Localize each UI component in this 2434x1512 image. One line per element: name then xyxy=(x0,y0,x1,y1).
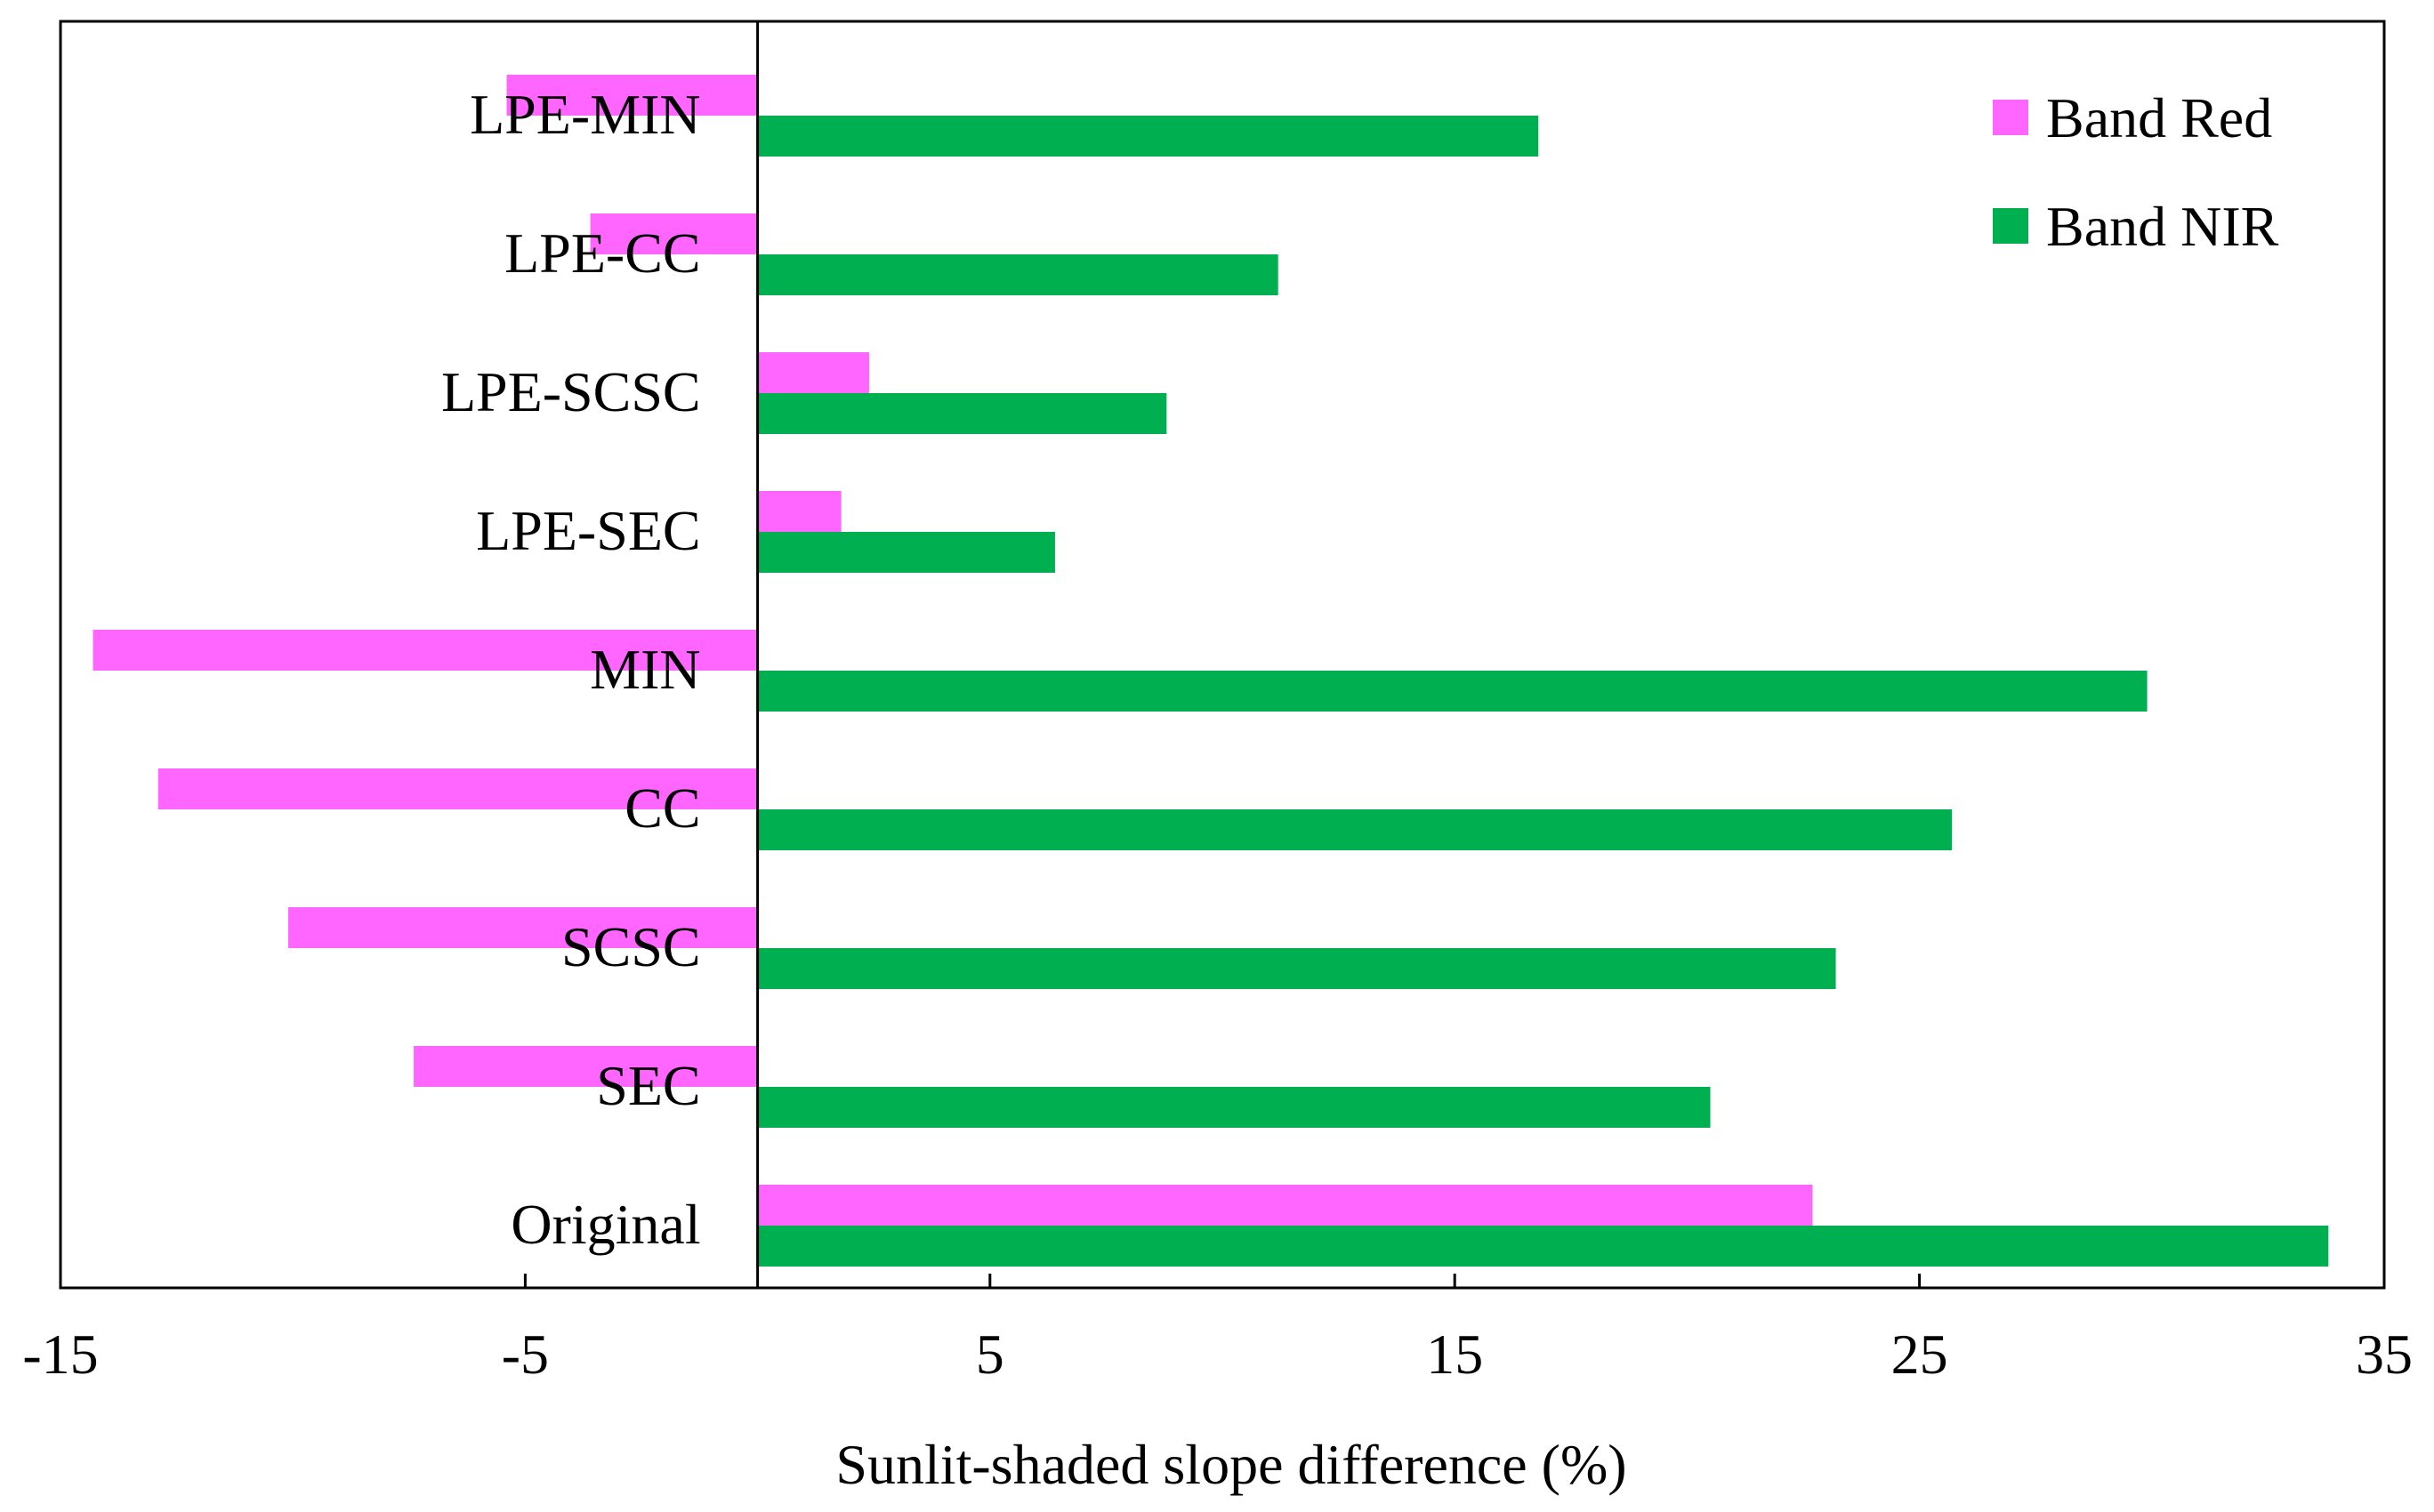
bar-red-cc xyxy=(157,768,758,809)
category-label: Original xyxy=(511,1193,700,1256)
bar-red-original xyxy=(757,1185,1813,1226)
bar-red-min xyxy=(93,630,758,671)
bar-nir-sec xyxy=(757,1087,1711,1128)
bar-red-lpe-cc xyxy=(590,213,758,254)
bar-nir-lpe-scsc xyxy=(757,393,1167,434)
bar-red-lpe-scsc xyxy=(757,352,869,393)
x-axis-ticks: -15 -5 5 15 25 35 xyxy=(22,1274,2413,1386)
bar-nir-cc xyxy=(757,809,1953,850)
legend-swatch-nir xyxy=(1993,208,2028,244)
category-labels: LPE-MIN LPE-CC LPE-SCSC LPE-SEC MIN CC SCSC SEC… xyxy=(441,83,701,1256)
bar-red-scsc xyxy=(287,907,758,948)
bar-nir-lpe-sec xyxy=(757,532,1055,573)
legend-swatch-red xyxy=(1993,100,2028,135)
bar-red-lpe-sec xyxy=(757,491,842,532)
plot-frame xyxy=(59,20,2386,1290)
category-label: SCSC xyxy=(561,915,701,978)
category-label: LPE-MIN xyxy=(470,83,701,146)
x-axis-title: Sunlit-shaded slope difference (%) xyxy=(835,1433,1626,1496)
bar-red-lpe-min xyxy=(506,75,758,116)
legend: Band Red Band NIR xyxy=(1993,86,2279,258)
category-label: CC xyxy=(625,776,700,840)
bar-nir-min xyxy=(757,671,2148,712)
bar-nir-lpe-cc xyxy=(757,254,1278,295)
x-tick-label: -5 xyxy=(502,1323,549,1386)
x-tick-label: 15 xyxy=(1426,1323,1483,1386)
x-tick-label: 25 xyxy=(1891,1323,1948,1386)
legend-label-nir: Band NIR xyxy=(2046,195,2279,258)
bar-nir-lpe-min xyxy=(757,116,1539,157)
category-label: LPE-CC xyxy=(504,221,700,285)
category-label: LPE-SCSC xyxy=(441,360,701,423)
category-label: MIN xyxy=(590,638,700,701)
bars-layer xyxy=(93,75,2329,1267)
bar-nir-scsc xyxy=(757,948,1836,989)
x-tick-label: 35 xyxy=(2356,1323,2413,1386)
x-tick-label: -15 xyxy=(22,1323,98,1386)
bar-nir-original xyxy=(757,1226,2329,1267)
x-tick-label: 5 xyxy=(976,1323,1004,1386)
legend-label-red: Band Red xyxy=(2046,86,2272,149)
bar-red-sec xyxy=(414,1046,758,1087)
category-label: SEC xyxy=(596,1054,700,1117)
category-label: LPE-SEC xyxy=(476,499,700,562)
